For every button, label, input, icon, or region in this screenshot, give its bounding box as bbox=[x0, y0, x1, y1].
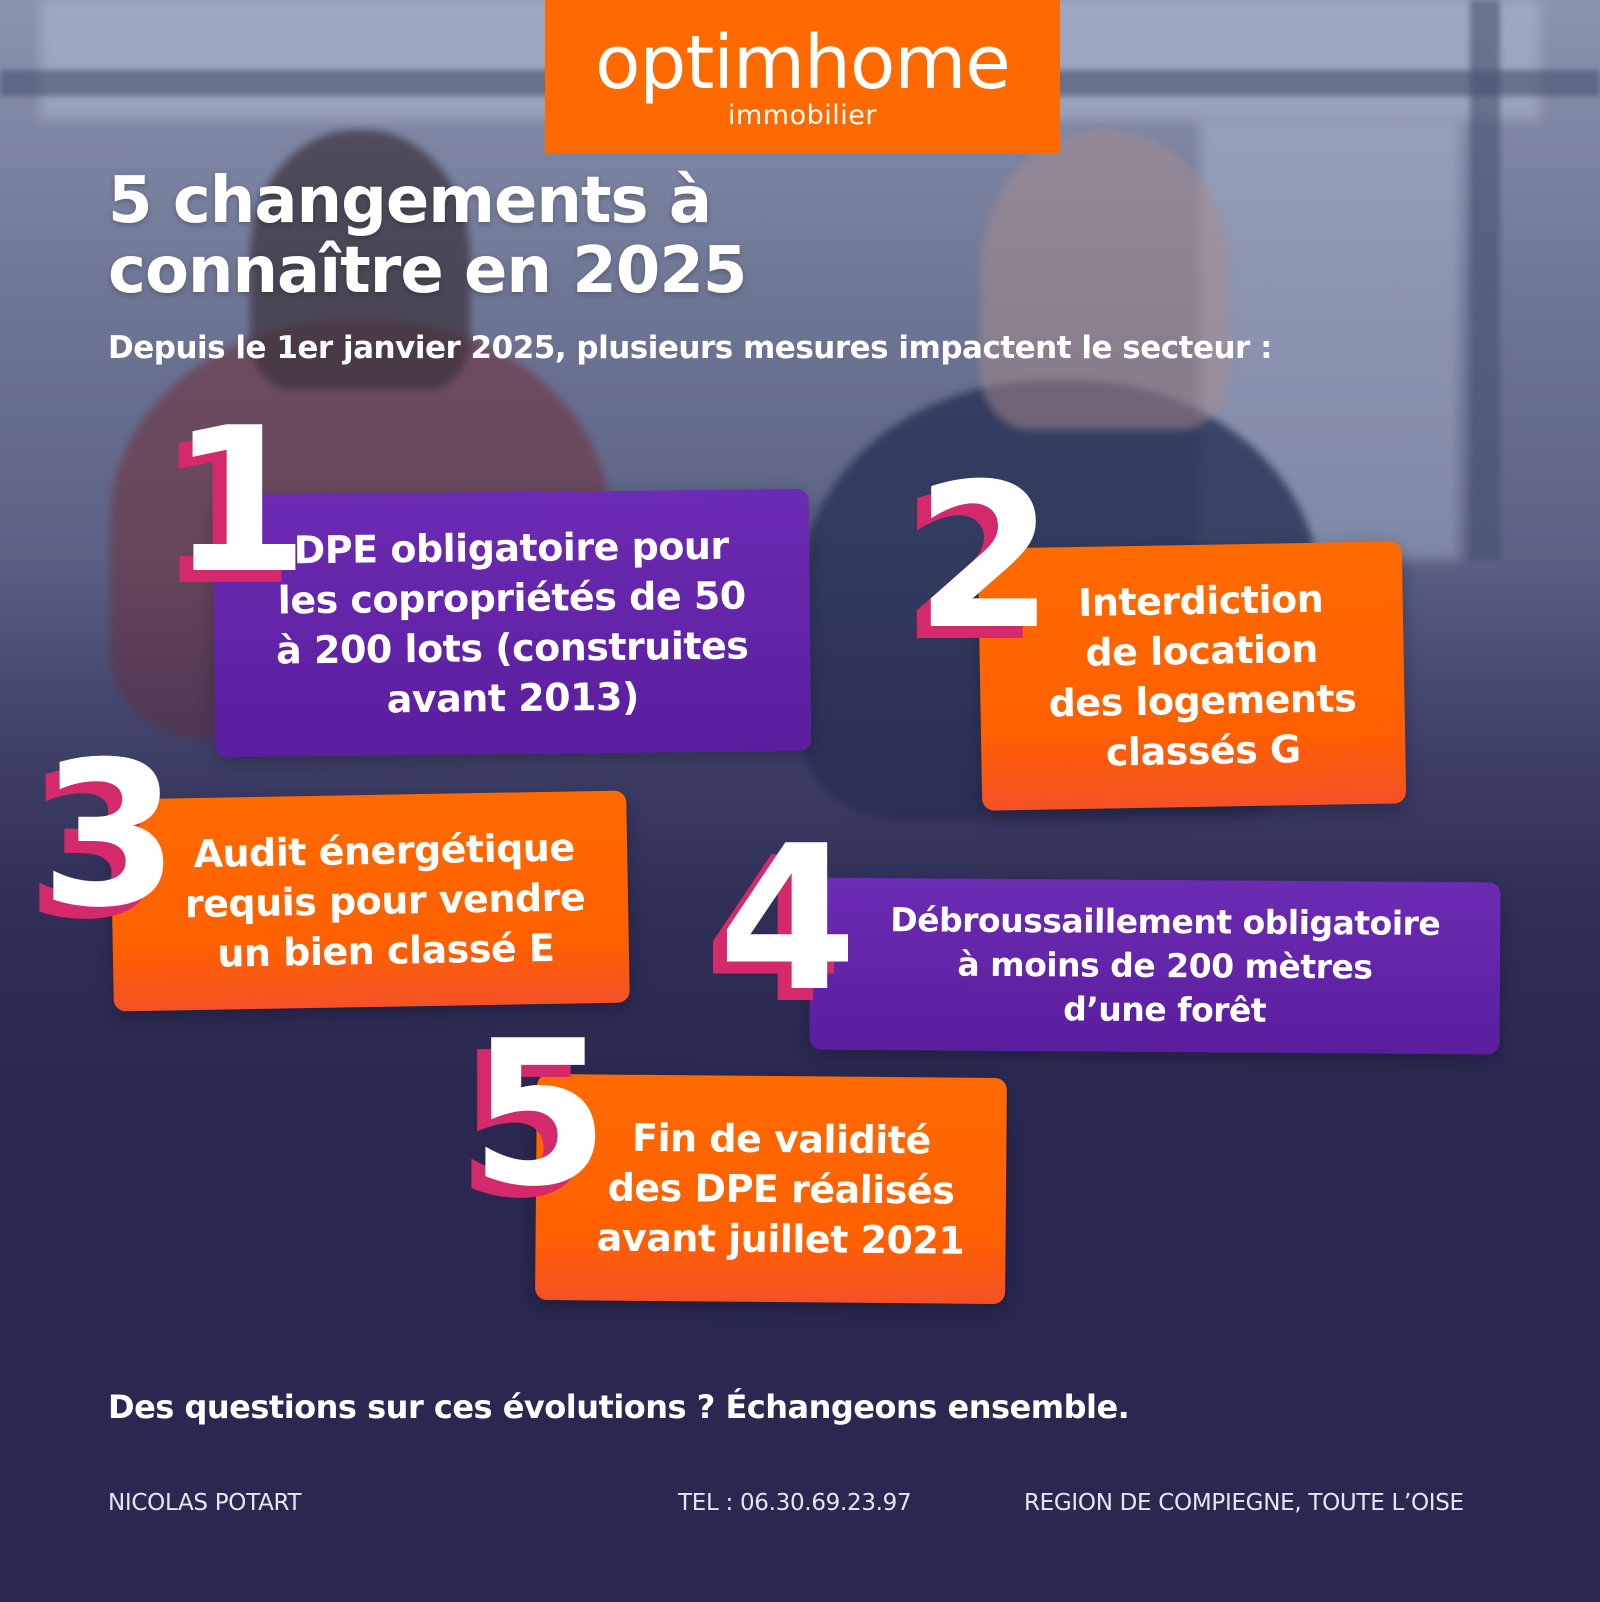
number-badge-2: 2 bbox=[915, 441, 1054, 674]
change-card-3: Audit énergétique requis pour vendre un … bbox=[110, 790, 630, 1012]
optimhome-logo: optimhome immobilier bbox=[545, 0, 1060, 153]
card-4-line: Débroussaillement obligatoire bbox=[890, 900, 1441, 943]
number-badge-3: 3 bbox=[40, 719, 179, 952]
change-card-4: Débroussaillement obligatoire à moins de… bbox=[809, 877, 1501, 1055]
card-1-line: DPE obligatoire pour bbox=[293, 523, 729, 573]
footer-phone[interactable]: TEL : 06.30.69.23.97 bbox=[678, 1490, 912, 1516]
number-badge-5: 5 bbox=[470, 998, 609, 1231]
number-badge-1: 1 bbox=[170, 385, 309, 618]
page-title: 5 changements à connaître en 2025 bbox=[108, 166, 1008, 306]
card-2-line: classés G bbox=[1105, 727, 1302, 775]
card-5-line: avant juillet 2021 bbox=[596, 1215, 965, 1263]
card-3-line: requis pour vendre bbox=[184, 875, 586, 927]
number-badge-4: 4 bbox=[718, 803, 857, 1036]
title-line-1: 5 changements à bbox=[108, 164, 712, 238]
card-1-line: avant 2013) bbox=[386, 674, 640, 722]
card-2-line: de location bbox=[1085, 626, 1319, 675]
card-4-line: à moins de 200 mètres bbox=[957, 944, 1373, 987]
card-2-line: Interdiction bbox=[1077, 576, 1324, 625]
footer-region: REGION DE COMPIEGNE, TOUTE L’OISE bbox=[1024, 1490, 1464, 1516]
card-5-line: Fin de validité bbox=[631, 1115, 931, 1163]
card-3-line: un bien classé E bbox=[216, 925, 555, 976]
call-to-action: Des questions sur ces évolutions ? Échan… bbox=[108, 1388, 1130, 1426]
change-card-5: Fin de validité des DPE réalisés avant j… bbox=[535, 1073, 1007, 1305]
logo-brand: optimhome bbox=[595, 20, 1011, 106]
logo-tagline: immobilier bbox=[728, 100, 877, 131]
title-line-2: connaître en 2025 bbox=[108, 234, 747, 308]
footer-agent-name: NICOLAS POTART bbox=[108, 1490, 302, 1516]
card-2-line: des logements bbox=[1048, 676, 1357, 726]
card-3-line: Audit énergétique bbox=[193, 825, 576, 877]
card-4-line: d’une forêt bbox=[1063, 989, 1267, 1030]
card-1-line: les copropriétés de 50 bbox=[277, 573, 746, 623]
page-subtitle: Depuis le 1er janvier 2025, plusieurs me… bbox=[108, 330, 1273, 366]
card-1-line: à 200 lots (construites bbox=[275, 623, 749, 673]
card-5-line: des DPE réalisés bbox=[607, 1165, 955, 1213]
